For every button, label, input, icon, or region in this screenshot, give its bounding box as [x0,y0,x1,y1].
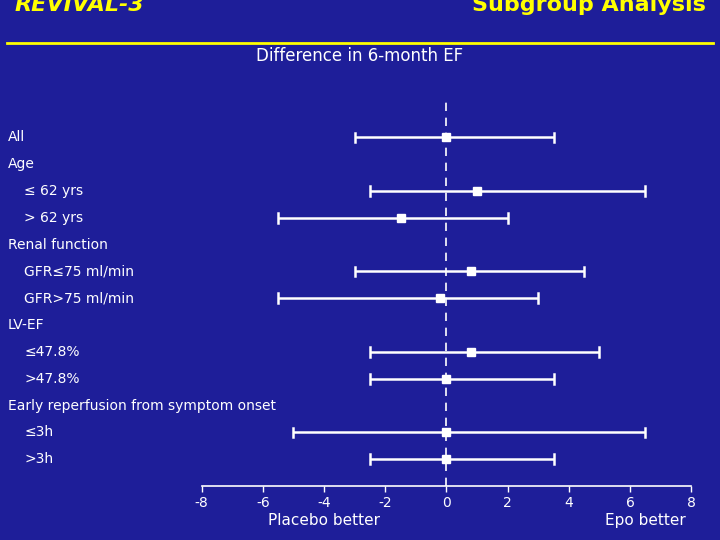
Text: Renal function: Renal function [8,238,108,252]
Text: > 62 yrs: > 62 yrs [24,211,84,225]
Text: GFR>75 ml/min: GFR>75 ml/min [24,291,134,305]
Text: Age: Age [8,157,35,171]
Text: Subgroup Analysis: Subgroup Analysis [472,0,706,16]
Text: >3h: >3h [24,452,53,466]
Text: All: All [8,131,25,144]
Text: Placebo better: Placebo better [268,514,380,528]
Text: Epo better: Epo better [605,514,685,528]
Text: LV-EF: LV-EF [8,318,45,332]
Text: Difference in 6-month EF: Difference in 6-month EF [256,47,464,65]
Text: ≤3h: ≤3h [24,426,53,440]
Text: ≤ 62 yrs: ≤ 62 yrs [24,184,84,198]
Text: ≤47.8%: ≤47.8% [24,345,80,359]
Text: REVIVAL-3: REVIVAL-3 [14,0,144,16]
Text: GFR≤75 ml/min: GFR≤75 ml/min [24,265,134,279]
Text: Early reperfusion from symptom onset: Early reperfusion from symptom onset [8,399,276,413]
Text: >47.8%: >47.8% [24,372,80,386]
